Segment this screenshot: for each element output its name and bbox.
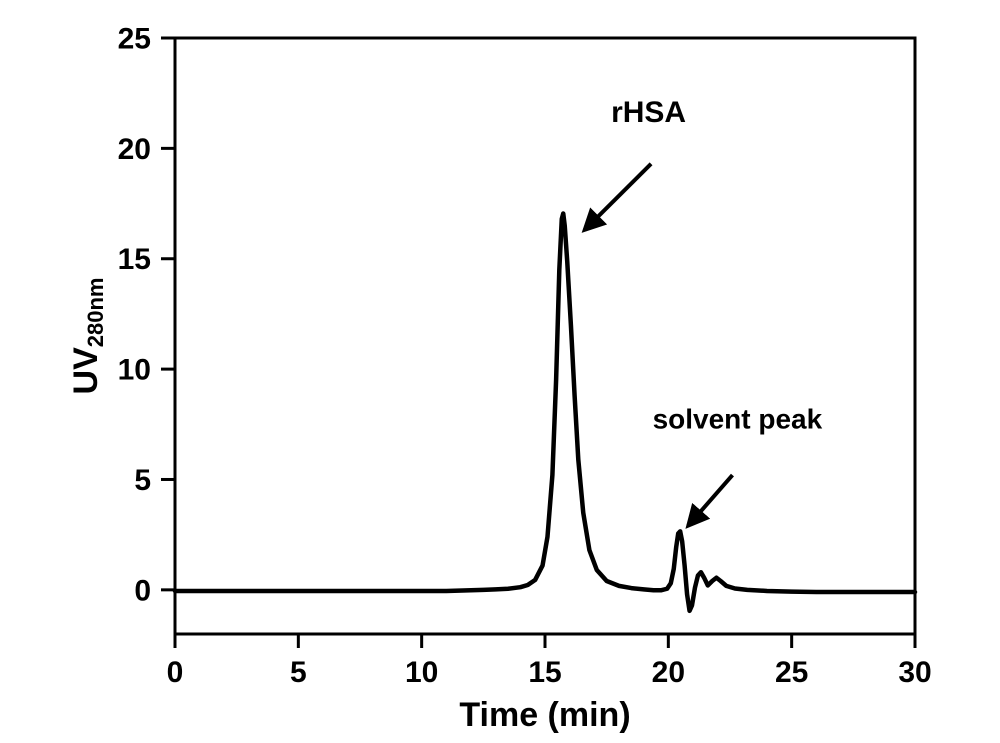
x-tick-label: 0 [167, 656, 184, 689]
chromatogram-chart: 051015202530Time (min)0510152025UV280nmr… [0, 0, 1000, 743]
x-tick-label: 5 [290, 656, 307, 689]
x-tick-label: 20 [652, 656, 685, 689]
x-tick-label: 10 [405, 656, 438, 689]
y-tick-label: 15 [118, 243, 151, 276]
y-tick-label: 5 [134, 464, 151, 497]
x-tick-label: 25 [775, 656, 808, 689]
annotation-solvent: solvent peak [653, 404, 823, 435]
y-tick-label: 25 [118, 23, 151, 56]
y-tick-label: 20 [118, 133, 151, 166]
y-tick-label: 10 [118, 354, 151, 387]
chart-svg: 051015202530Time (min)0510152025UV280nmr… [0, 0, 1000, 743]
x-tick-label: 30 [898, 656, 931, 689]
x-tick-label: 15 [528, 656, 561, 689]
y-tick-label: 0 [134, 574, 151, 607]
annotation-rhsa: rHSA [611, 96, 686, 129]
x-axis-label: Time (min) [459, 696, 630, 734]
